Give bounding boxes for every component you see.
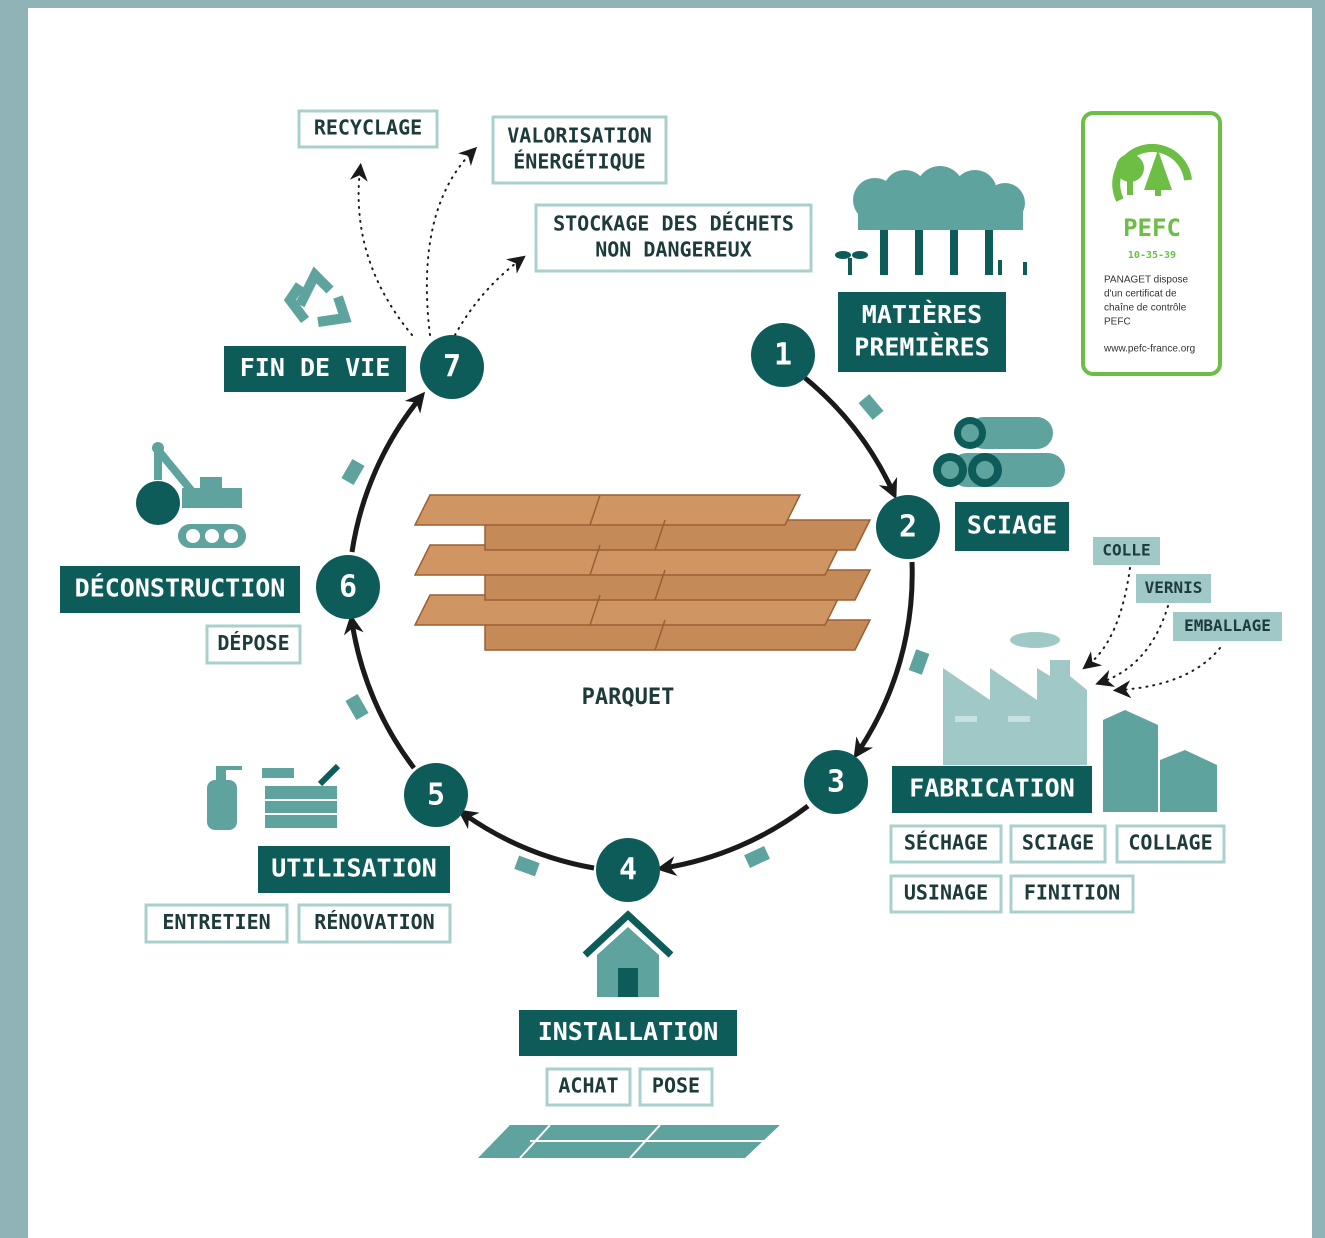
stage-step: ACHAT [558, 1074, 618, 1098]
pefc-statement: PEFC [1104, 317, 1131, 328]
stage-title: FABRICATION [909, 774, 1075, 803]
pefc-statement: d'un certificat de [1104, 289, 1177, 300]
pefc-statement: PANAGET dispose [1104, 275, 1189, 286]
stage-title: MATIÈRES [862, 300, 982, 329]
stage-number: 7 [443, 350, 461, 385]
stage-title: FIN DE VIE [240, 353, 391, 382]
stage-step: USINAGE [904, 881, 988, 905]
fabrication-input: COLLE [1102, 541, 1150, 560]
stage-number: 2 [899, 510, 917, 545]
stage-number: 3 [827, 765, 845, 800]
pefc-card: PEFC 10-35-39 PANAGET dispose d'un certi… [1083, 113, 1220, 374]
stage-step: SÉCHAGE [904, 831, 988, 855]
stage-step: RÉNOVATION [314, 910, 434, 934]
page: PEFC 10-35-39 PANAGET dispose d'un certi… [0, 0, 1325, 1238]
stage-step: FINITION [1024, 881, 1120, 905]
pefc-code: 10-35-39 [1128, 250, 1176, 261]
end-of-life-outcome: ÉNERGÉTIQUE [513, 150, 645, 174]
end-of-life-outcome: NON DANGEREUX [595, 238, 752, 262]
center-label: PARQUET [582, 685, 675, 710]
end-of-life-outcome: STOCKAGE DES DÉCHETS [553, 212, 794, 236]
stage-step: POSE [652, 1074, 700, 1098]
stage-number: 4 [619, 853, 637, 888]
stage-step: COLLAGE [1128, 831, 1212, 855]
stage-title: DÉCONSTRUCTION [75, 574, 286, 603]
stage-title: SCIAGE [967, 511, 1057, 540]
stage-number: 6 [339, 570, 357, 605]
pefc-brand: PEFC [1123, 214, 1181, 242]
stage-step: ENTRETIEN [162, 910, 270, 934]
pefc-url: www.pefc-france.org [1103, 344, 1195, 355]
stage-title: UTILISATION [271, 854, 437, 883]
stage-title: INSTALLATION [538, 1017, 719, 1046]
stage-number: 5 [427, 778, 445, 813]
pefc-statement: chaîne de contrôle [1104, 303, 1187, 314]
fabrication-input: VERNIS [1145, 578, 1203, 597]
stage-title: PREMIÈRES [854, 332, 989, 361]
stage-step: SCIAGE [1022, 831, 1094, 855]
end-of-life-outcome: RECYCLAGE [314, 116, 422, 140]
end-of-life-outcome: VALORISATION [507, 124, 652, 148]
fabrication-input: EMBALLAGE [1184, 616, 1271, 635]
life-cycle-diagram: PEFC 10-35-39 PANAGET dispose d'un certi… [0, 0, 1325, 1238]
stage-step: DÉPOSE [217, 631, 289, 655]
stage-number: 1 [774, 338, 792, 373]
